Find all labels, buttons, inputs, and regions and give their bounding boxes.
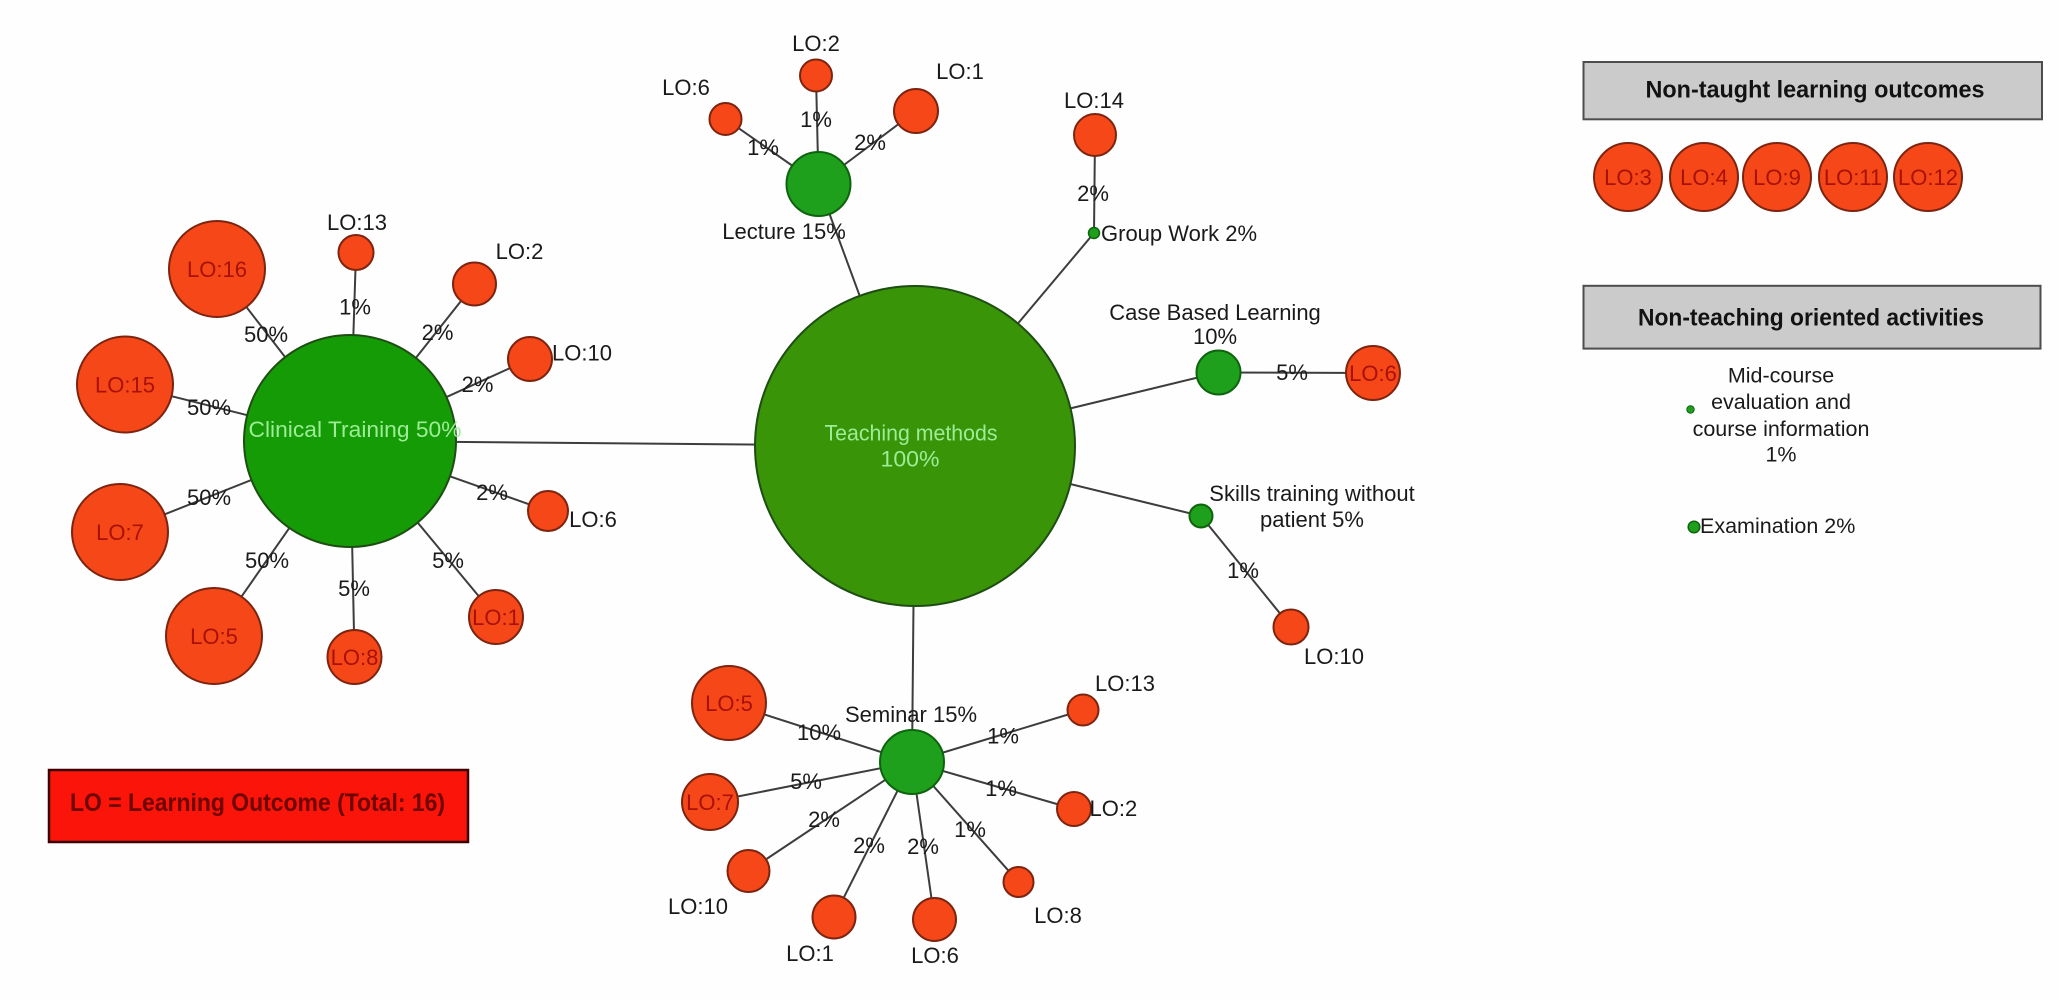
svg-text:LO:3: LO:3 <box>1604 165 1652 190</box>
svg-text:1%: 1% <box>987 724 1019 749</box>
svg-text:LO:1: LO:1 <box>936 59 984 84</box>
svg-text:LO:7: LO:7 <box>96 520 144 545</box>
svg-text:5%: 5% <box>790 769 822 794</box>
svg-text:LO:16: LO:16 <box>187 257 247 282</box>
svg-text:LO:15: LO:15 <box>95 373 155 398</box>
svg-text:LO:6: LO:6 <box>1349 361 1397 386</box>
svg-text:LO:10: LO:10 <box>552 341 612 366</box>
svg-text:LO:6: LO:6 <box>662 75 710 100</box>
svg-text:evaluation and: evaluation and <box>1711 390 1851 414</box>
svg-text:LO:7: LO:7 <box>686 790 734 815</box>
svg-text:LO:6: LO:6 <box>911 943 959 968</box>
svg-text:LO:13: LO:13 <box>1095 671 1155 696</box>
svg-text:LO:13: LO:13 <box>327 210 387 235</box>
svg-text:LO:6: LO:6 <box>569 507 617 532</box>
svg-text:50%: 50% <box>245 548 289 573</box>
svg-text:1%: 1% <box>1227 558 1259 583</box>
svg-text:patient 5%: patient 5% <box>1260 507 1364 532</box>
svg-text:LO:5: LO:5 <box>190 624 238 649</box>
svg-text:5%: 5% <box>338 576 370 601</box>
svg-text:1%: 1% <box>985 776 1017 801</box>
svg-text:2%: 2% <box>854 130 886 155</box>
svg-text:10%: 10% <box>797 720 841 745</box>
svg-text:5%: 5% <box>432 548 464 573</box>
svg-text:Skills training without: Skills training without <box>1209 481 1414 506</box>
svg-text:LO:9: LO:9 <box>1753 165 1801 190</box>
svg-text:LO:1: LO:1 <box>472 605 520 630</box>
svg-text:2%: 2% <box>1077 181 1109 206</box>
svg-text:1%: 1% <box>339 295 371 320</box>
svg-text:2%: 2% <box>907 834 939 859</box>
svg-text:1%: 1% <box>800 107 832 132</box>
svg-text:course information: course information <box>1693 417 1870 441</box>
svg-text:Lecture 15%: Lecture 15% <box>722 219 846 244</box>
svg-text:1%: 1% <box>1765 443 1796 467</box>
svg-text:10%: 10% <box>1193 324 1237 349</box>
svg-text:50%: 50% <box>187 395 231 420</box>
svg-text:Group Work 2%: Group Work 2% <box>1101 221 1257 246</box>
svg-text:LO:11: LO:11 <box>1824 165 1882 190</box>
svg-text:LO:10: LO:10 <box>1304 644 1364 669</box>
svg-text:Teaching methods: Teaching methods <box>825 421 998 446</box>
svg-text:2%: 2% <box>422 320 454 345</box>
svg-text:LO:10: LO:10 <box>668 894 728 919</box>
svg-text:Seminar 15%: Seminar 15% <box>845 702 977 727</box>
svg-text:5%: 5% <box>1276 360 1308 385</box>
svg-text:Non-taught learning outcomes: Non-taught learning outcomes <box>1646 77 1985 104</box>
svg-text:Clinical Training 50%: Clinical Training 50% <box>249 417 462 442</box>
svg-text:2%: 2% <box>476 480 508 505</box>
svg-text:2%: 2% <box>853 833 885 858</box>
svg-text:Non-teaching oriented activiti: Non-teaching oriented activities <box>1638 304 1984 331</box>
svg-text:1%: 1% <box>747 135 779 160</box>
svg-text:50%: 50% <box>244 322 288 347</box>
svg-text:Mid-course: Mid-course <box>1728 364 1834 388</box>
svg-text:LO:8: LO:8 <box>331 645 379 670</box>
svg-text:2%: 2% <box>808 807 840 832</box>
svg-text:LO = Learning Outcome (Total:: LO = Learning Outcome (Total: 16) <box>70 789 445 817</box>
svg-text:LO:2: LO:2 <box>1090 796 1138 821</box>
svg-text:LO:12: LO:12 <box>1898 165 1958 190</box>
svg-text:Case Based Learning: Case Based Learning <box>1109 300 1321 325</box>
svg-text:Examination 2%: Examination 2% <box>1700 514 1855 538</box>
svg-text:1%: 1% <box>954 817 986 842</box>
svg-text:50%: 50% <box>187 485 231 510</box>
svg-text:2%: 2% <box>462 372 494 397</box>
svg-text:LO:5: LO:5 <box>705 691 753 716</box>
svg-text:LO:4: LO:4 <box>1680 165 1728 190</box>
svg-text:LO:8: LO:8 <box>1034 903 1082 928</box>
svg-text:LO:2: LO:2 <box>792 31 840 56</box>
svg-text:LO:14: LO:14 <box>1064 88 1124 113</box>
svg-text:LO:1: LO:1 <box>786 941 834 966</box>
svg-text:LO:2: LO:2 <box>496 239 544 264</box>
svg-text:100%: 100% <box>881 447 940 472</box>
